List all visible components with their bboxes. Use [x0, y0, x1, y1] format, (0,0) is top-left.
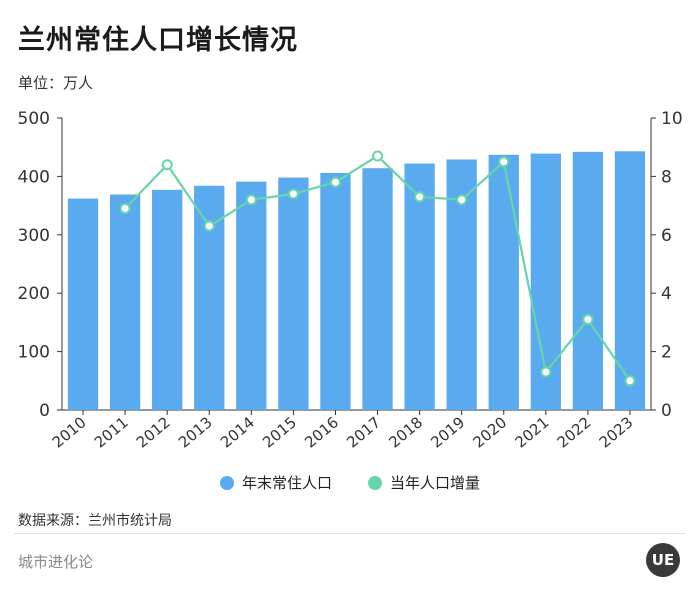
brand-name: 城市进化论	[18, 553, 94, 571]
bar	[278, 177, 309, 410]
unit-label: 单位：万人	[18, 74, 94, 92]
divider	[14, 533, 686, 534]
bar	[488, 154, 519, 410]
legend: 年末常住人口 当年人口增量	[0, 472, 700, 493]
legend-item-line: 当年人口增量	[368, 472, 480, 493]
y-tick-label-left: 400	[18, 167, 50, 187]
legend-label-line: 当年人口增量	[390, 474, 481, 492]
line-point	[287, 188, 299, 200]
line-point	[456, 194, 468, 206]
x-tick-label: 2011	[91, 413, 132, 451]
bar	[572, 151, 604, 410]
y-tick-label-right: 0	[661, 401, 672, 421]
x-tick-label: 2020	[469, 413, 510, 451]
legend-label-bars: 年末常住人口	[241, 474, 332, 492]
bar	[614, 151, 646, 410]
legend-marker-bars	[219, 475, 234, 490]
line-series	[119, 150, 636, 387]
line-point	[624, 375, 636, 387]
x-tick-label: 2023	[596, 413, 637, 451]
legend-item-bars: 年末常住人口	[219, 472, 332, 493]
bar	[362, 168, 393, 410]
bar	[320, 172, 351, 410]
line-point	[161, 159, 173, 171]
chart-title: 兰州常住人口增长情况	[18, 25, 298, 56]
y-tick-label-right: 6	[661, 226, 672, 246]
x-tick-label: 2015	[259, 413, 300, 451]
x-tick-label: 2014	[217, 413, 258, 451]
x-tick-label: 2016	[301, 413, 342, 451]
x-tick-label: 2022	[554, 413, 595, 451]
x-tick-label: 2019	[427, 413, 468, 451]
line-point	[119, 203, 131, 215]
y-tick-label-left: 300	[18, 226, 50, 246]
line-point	[540, 366, 552, 378]
y-tick-label-right: 8	[661, 167, 672, 187]
x-tick-label: 2018	[385, 413, 426, 451]
line-point	[329, 176, 341, 188]
y-tick-label-right: 10	[661, 109, 683, 129]
line-point	[498, 156, 510, 168]
line-point	[245, 194, 257, 206]
x-tick-label: 2012	[133, 413, 174, 451]
y-tick-label-left: 500	[18, 109, 50, 129]
bars	[67, 151, 646, 410]
brand-logo: UE	[646, 543, 680, 577]
x-tick-label: 2021	[512, 413, 553, 451]
line-point	[582, 313, 594, 325]
line-point	[372, 150, 384, 162]
y-tick-label-left: 100	[18, 343, 50, 363]
y-tick-label-left: 200	[18, 284, 50, 304]
bar	[67, 198, 99, 410]
legend-marker-line	[368, 475, 382, 490]
y-tick-label-right: 2	[661, 343, 672, 363]
bar	[236, 181, 267, 410]
y-tick-label-left: 0	[39, 401, 50, 421]
x-tick-label: 2017	[343, 413, 384, 451]
x-tick-label: 2013	[175, 413, 216, 451]
y-tick-label-right: 4	[661, 284, 672, 304]
bar	[152, 189, 183, 410]
x-tick-label: 2010	[49, 413, 90, 451]
line-point	[414, 191, 426, 203]
bar	[109, 194, 141, 410]
source-note: 数据来源：兰州市统计局	[18, 513, 172, 529]
bar	[404, 163, 435, 410]
axes	[57, 117, 656, 415]
line-point	[203, 220, 215, 232]
